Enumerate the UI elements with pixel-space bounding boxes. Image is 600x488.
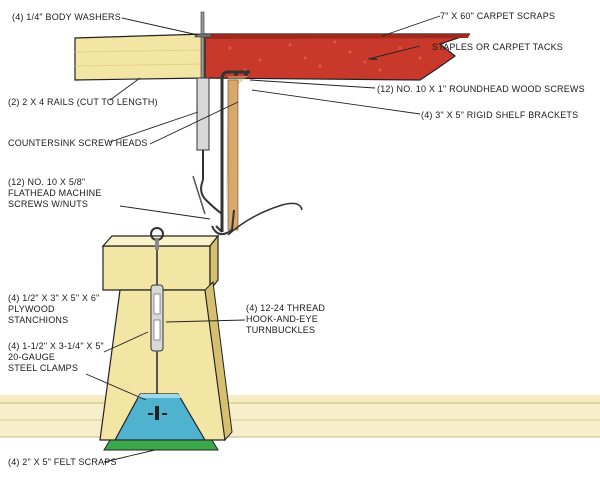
label-rails: (2) 2 X 4 RAILS (CUT TO LENGTH) [8, 97, 158, 107]
label-countersink: COUNTERSINK SCREW HEADS [8, 138, 148, 148]
lower-turnbuckle [150, 250, 164, 395]
label-turnbuckles-line-2: HOOK-AND-EYE [246, 314, 318, 324]
felt-scrap [103, 439, 219, 451]
plywood-stanchion [99, 280, 233, 442]
label-roundhead-screws: (12) NO. 10 X 1" ROUNDHEAD WOOD SCREWS [377, 84, 585, 94]
label-clamps-line-2: 20-GAUGE [8, 352, 56, 362]
carpet-scrap [204, 33, 471, 81]
leader-lines [85, 15, 441, 463]
clamp-hook [211, 202, 303, 236]
eye-bolt [150, 227, 164, 250]
label-stanchions-line-3: STANCHIONS [8, 315, 69, 325]
label-turnbuckles-line-1: (4) 12-24 THREAD [246, 303, 326, 313]
steel-clamp [113, 393, 207, 441]
stanchion-top-block [101, 234, 220, 292]
floor-deck [0, 395, 600, 438]
upper-turnbuckle [192, 77, 223, 215]
label-stanchions-line-1: (4) 1/2" X 3" X 5" X 6" [8, 293, 100, 303]
label-body-washers: (4) 1/4" BODY WASHERS [12, 12, 121, 22]
label-flathead-line-2: FLATHEAD MACHINE [8, 188, 102, 198]
label-clamps-line-3: STEEL CLAMPS [8, 363, 79, 373]
label-flathead-screws: (12) NO. 10 X 5/8" FLATHEAD MACHINE SCRE… [8, 177, 102, 210]
label-stanchions-line-2: PLYWOOD [8, 304, 55, 314]
label-stanchions: (4) 1/2" X 3" X 5" X 6" PLYWOOD STANCHIO… [8, 293, 99, 326]
label-flathead-line-1: (12) NO. 10 X 5/8" [8, 177, 86, 187]
rail-2x4 [74, 33, 206, 81]
label-turnbuckles-line-3: TURNBUCKLES [246, 325, 316, 335]
label-shelf-brackets: (4) 3" X 5" RIGID SHELF BRACKETS [421, 110, 579, 120]
label-felt-scraps: (4) 2" X 5" FELT SCRAPS [8, 457, 117, 467]
label-flathead-line-3: SCREWS W/NUTS [8, 199, 89, 209]
label-carpet-scraps: 7" X 60" CARPET SCRAPS [440, 11, 556, 21]
label-turnbuckles: (4) 12-24 THREAD HOOK-AND-EYE TURNBUCKLE… [246, 303, 325, 336]
label-staples: STAPLES OR CARPET TACKS [432, 42, 563, 52]
label-clamps: (4) 1-1/2" X 3-1/4" X 5" 20-GAUGE STEEL … [8, 341, 104, 374]
label-clamps-line-1: (4) 1-1/2" X 3-1/4" X 5" [8, 341, 104, 351]
